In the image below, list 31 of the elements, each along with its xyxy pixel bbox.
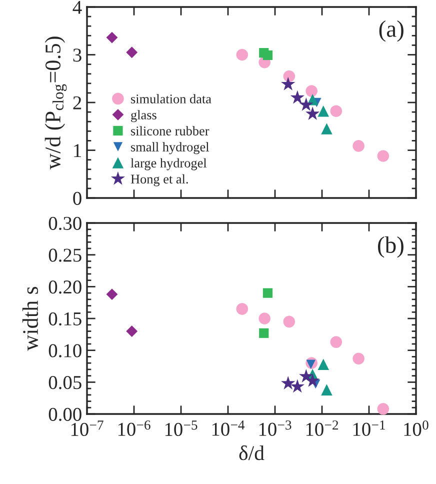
y-tick-label: 0.30 bbox=[48, 216, 82, 230]
legend-label: large hydrogel bbox=[130, 158, 207, 170]
y-tick-label: 0.25 bbox=[48, 248, 82, 262]
y-tick-label: 2 bbox=[73, 96, 82, 110]
y-axis-title: width s bbox=[22, 286, 38, 351]
y-tick-label: 0.20 bbox=[48, 280, 82, 294]
x-tick-label: 10$^{−1}$ bbox=[353, 420, 385, 436]
y-tick-label: 4 bbox=[72, 0, 82, 14]
legend-label: simulation data bbox=[131, 94, 212, 104]
y-tick-label: 0.15 bbox=[48, 312, 82, 326]
x-tick-label: 10$^{−5}$ bbox=[165, 420, 198, 436]
x-tick-label: 10$^{−7}$ bbox=[71, 420, 104, 436]
x-tick-label: 10$^{−3}$ bbox=[259, 420, 292, 436]
x-tick-label: 10$^{0}$ bbox=[404, 420, 428, 436]
x-tick-label: 10$^{−4}$ bbox=[212, 420, 245, 436]
legend-label: silicone rubber bbox=[131, 126, 210, 136]
annotation: (b) bbox=[378, 236, 404, 258]
y-tick-label: 3 bbox=[73, 48, 82, 62]
y-axis-title: w/d (P$_{clog}$=0.5) bbox=[44, 36, 67, 170]
legend-label: small hydrogel bbox=[131, 142, 210, 154]
y-tick-label: 0 bbox=[73, 192, 82, 205]
x-tick-label: 10$^{−6}$ bbox=[118, 420, 150, 436]
legend-label: Hong et al. bbox=[130, 174, 188, 186]
y-tick-label: 0.10 bbox=[48, 344, 82, 358]
legend-label: glass bbox=[131, 110, 156, 122]
y-tick-label: 0.05 bbox=[48, 376, 82, 390]
x-axis-title: δ/d bbox=[239, 445, 264, 460]
y-tick-label: 1 bbox=[74, 144, 81, 157]
annotation: (a) bbox=[379, 20, 404, 42]
x-tick-label: 10$^{−2}$ bbox=[306, 420, 338, 436]
y-tick-label: 0.00 bbox=[48, 408, 82, 422]
